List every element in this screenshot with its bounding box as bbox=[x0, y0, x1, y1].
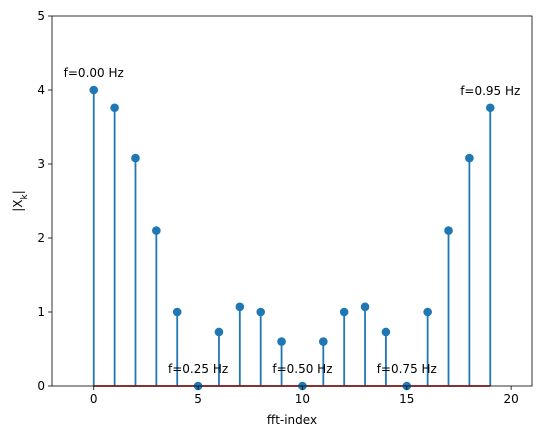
annotation-1: f=0.25 Hz bbox=[168, 362, 228, 376]
plot-area: f=0.00 Hz f=0.25 Hz f=0.50 Hz f=0.75 Hz f=0.… bbox=[64, 66, 520, 391]
annotation-3: f=0.75 Hz bbox=[377, 362, 437, 376]
stem-marker-14 bbox=[381, 327, 391, 337]
stem-marker-16 bbox=[423, 307, 432, 317]
x-tick-label-0: 0 bbox=[90, 392, 98, 406]
stem-marker-6 bbox=[214, 327, 224, 337]
axes: 0 5 10 15 20 0 1 2 3 4 5 bbox=[37, 9, 518, 406]
y-tick-label-2: 2 bbox=[37, 231, 45, 245]
y-axis-label: |Xk| bbox=[11, 190, 30, 212]
x-axis-label: fft-index bbox=[267, 413, 317, 427]
stem-marker-12 bbox=[339, 307, 349, 317]
annotation-2: f=0.50 Hz bbox=[272, 362, 332, 376]
stem-marker-3 bbox=[152, 226, 161, 235]
annotation-4: f=0.95 Hz bbox=[460, 84, 520, 98]
y-axis-label-main: |X bbox=[11, 200, 25, 212]
y-tick-label-4: 4 bbox=[37, 83, 45, 97]
y-axis-label-subscript: k bbox=[20, 194, 30, 200]
y-tick-label-5: 5 bbox=[37, 9, 45, 23]
annotation-0: f=0.00 Hz bbox=[64, 66, 124, 80]
stem-marker-19 bbox=[485, 103, 495, 113]
stem-marker-4 bbox=[172, 307, 182, 317]
stem-marker-9 bbox=[277, 337, 286, 346]
y-tick-label-1: 1 bbox=[37, 305, 45, 319]
y-tick-label-3: 3 bbox=[37, 157, 45, 171]
stem-marker-1 bbox=[110, 103, 119, 113]
stem-marker-17 bbox=[444, 226, 453, 235]
stem-marker-11 bbox=[319, 337, 328, 346]
x-tick-label-15: 15 bbox=[399, 392, 414, 406]
stem-marker-8 bbox=[256, 307, 265, 317]
stem-marker-13 bbox=[360, 302, 370, 312]
x-tick-label-20: 20 bbox=[503, 392, 518, 406]
stem-marker-2 bbox=[131, 153, 140, 163]
stem-marker-7 bbox=[235, 302, 245, 312]
plot-frame bbox=[51, 15, 533, 387]
y-axis-label-suffix: | bbox=[11, 190, 25, 194]
stem-marker-0 bbox=[89, 85, 99, 95]
y-tick-label-0: 0 bbox=[37, 379, 45, 393]
x-tick-label-5: 5 bbox=[194, 392, 202, 406]
x-tick-label-10: 10 bbox=[295, 392, 310, 406]
stem-marker-18 bbox=[465, 153, 474, 163]
